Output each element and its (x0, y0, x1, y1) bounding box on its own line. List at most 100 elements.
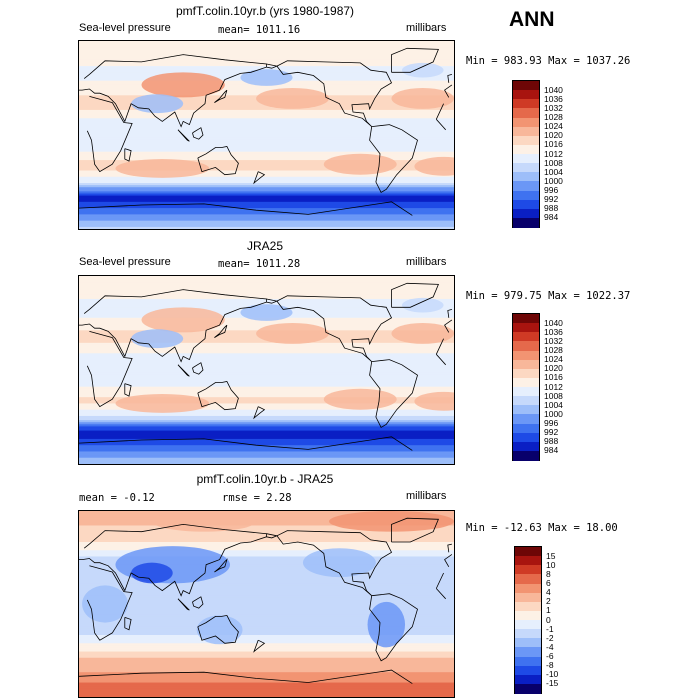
colorbar-tick-label: 1040 (544, 317, 563, 328)
zonal-band (79, 657, 454, 661)
colorbar-tick-label: 988 (544, 203, 559, 214)
colorbar-tick-label: 6 (546, 578, 551, 588)
colorbar-swatch (515, 629, 541, 639)
zonal-band (79, 380, 454, 384)
zonal-band (79, 107, 454, 111)
zonal-band (79, 527, 454, 531)
colorbar-swatch (515, 674, 541, 685)
panel-1-title: pmfT.colin.10yr.b (yrs 1980-1987) (175, 4, 355, 18)
zonal-band (79, 353, 454, 356)
zonal-band (79, 403, 454, 407)
zonal-band (79, 51, 454, 55)
zonal-band (79, 539, 454, 543)
zonal-band (79, 449, 454, 453)
coastline (192, 596, 204, 609)
zonal-band (79, 47, 454, 50)
colorbar-tick-label: 996 (544, 185, 559, 195)
zonal-band (79, 344, 454, 348)
colorbar-tick-label: 15 (546, 550, 556, 561)
zonal-band (79, 560, 454, 564)
zonal-band (79, 157, 454, 161)
zonal-band (79, 128, 454, 132)
coastline (214, 89, 228, 103)
pressure-cell (131, 94, 184, 114)
zonal-band (79, 515, 454, 518)
panel-2-right-label: millibars (406, 256, 447, 268)
zonal-band (79, 459, 454, 463)
zonal-band (79, 457, 454, 461)
zonal-band (79, 655, 454, 659)
coastline (124, 148, 132, 162)
colorbar-swatch (513, 163, 539, 173)
coastline (266, 298, 279, 304)
zonal-band (79, 517, 454, 520)
zonal-band (79, 663, 454, 667)
colorbar-swatch (515, 647, 541, 657)
zonal-band (79, 286, 454, 290)
colorbar-swatch (513, 423, 539, 434)
panel-1-right-label: millibars (406, 22, 447, 34)
zonal-band (79, 620, 454, 624)
zonal-band (79, 694, 454, 697)
zonal-band (79, 294, 454, 298)
zonal-band (79, 145, 454, 149)
colorbar-swatch (513, 441, 539, 452)
coastline (447, 543, 452, 553)
zonal-band (79, 453, 454, 457)
coastline (391, 517, 439, 543)
coastline (192, 127, 204, 140)
zonal-band (79, 164, 454, 167)
zonal-band (79, 678, 454, 682)
colorbar-tick-label: -1 (546, 623, 554, 634)
zonal-band (79, 116, 454, 119)
zonal-band (79, 166, 454, 170)
panel-2-coastlines (79, 282, 453, 451)
pressure-cell (329, 511, 454, 532)
zonal-band (79, 568, 454, 572)
colorbar-tick-label: 1028 (544, 112, 563, 122)
zonal-band (79, 378, 454, 382)
coastline (177, 598, 190, 611)
zonal-band (79, 690, 454, 694)
zonal-band (79, 59, 454, 63)
zonal-band (79, 635, 454, 638)
zonal-band (79, 554, 454, 558)
zonal-band (79, 392, 454, 396)
colorbar-swatch (513, 368, 539, 379)
colorbar-swatch (513, 81, 539, 91)
colorbar-tick-label: 1008 (544, 390, 563, 401)
pressure-cell (240, 304, 293, 321)
colorbar-swatch (513, 181, 539, 191)
zonal-band (79, 195, 454, 199)
zonal-band (79, 426, 454, 430)
zonal-band (79, 415, 454, 419)
zonal-band (79, 212, 454, 215)
colorbar-tick-label: 1012 (544, 148, 563, 159)
zonal-band (79, 84, 454, 88)
zonal-band (79, 361, 454, 365)
zonal-band (79, 573, 454, 576)
zonal-band (79, 174, 454, 178)
zonal-band (79, 193, 454, 197)
colorbar-swatch (513, 208, 539, 219)
zonal-band (79, 359, 454, 363)
zonal-band (79, 581, 454, 584)
colorbar-swatch (513, 323, 539, 333)
zonal-band (79, 455, 454, 459)
zonal-band (79, 445, 454, 448)
zonal-band (79, 525, 454, 529)
zonal-band (79, 632, 454, 636)
zonal-band (79, 118, 454, 121)
panel-3-coastlines (79, 517, 453, 684)
zonal-band (79, 639, 454, 642)
colorbar-tick-label: 1020 (544, 363, 563, 374)
zonal-band (79, 132, 454, 136)
colorbar-swatch (513, 199, 539, 210)
zonal-band (79, 351, 454, 354)
zonal-band (79, 342, 454, 346)
zonal-band (79, 684, 454, 688)
panel-2-map-svg (79, 276, 454, 464)
pressure-cell (131, 329, 184, 349)
zonal-band (79, 523, 454, 527)
colorbar-swatch (513, 341, 539, 351)
